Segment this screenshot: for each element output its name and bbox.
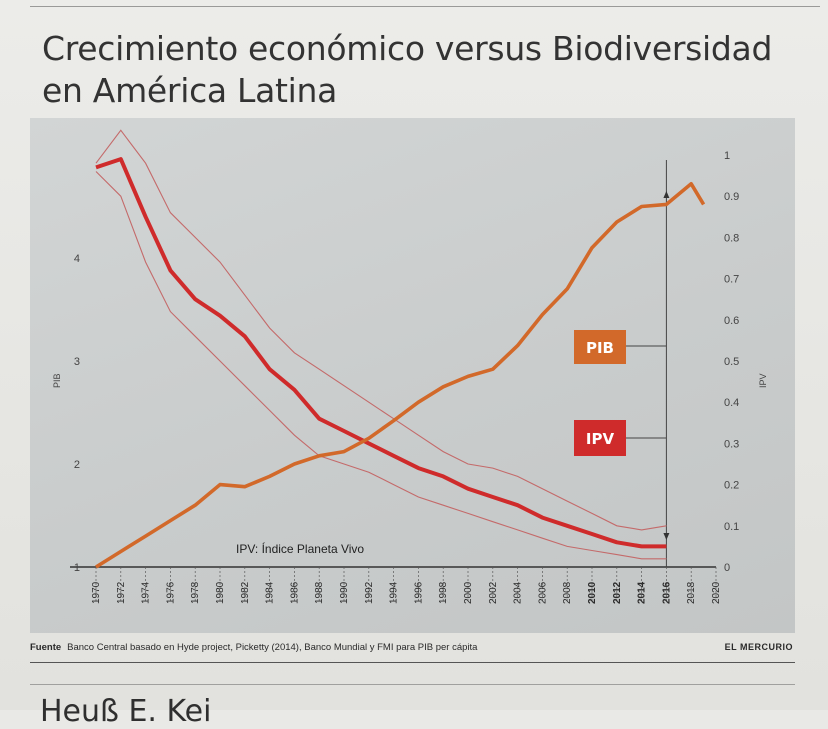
y-right-tick-label: 0.3 (724, 438, 739, 450)
footer-rule (30, 662, 795, 663)
x-tick-label: 2000 (463, 581, 474, 604)
x-tick-label: 2014 (637, 581, 648, 604)
y-left-tick-label: 2 (74, 459, 80, 471)
x-tick-label: 1980 (215, 581, 226, 604)
x-tick-label: 2002 (488, 581, 499, 604)
x-tick-label: 2018 (686, 581, 697, 604)
x-tick-label: 1984 (265, 581, 276, 604)
marker-arrow-top (663, 191, 670, 198)
source-text: Banco Central basado en Hyde project, Pi… (67, 642, 478, 653)
next-article-heading: Heuß E. Kei (40, 694, 212, 729)
title-line-2: en América Latina (42, 71, 338, 110)
x-tick-label: 1974 (141, 581, 152, 604)
y-left-axis-label: PIB (52, 373, 62, 388)
x-tick-label: 1986 (289, 581, 300, 604)
x-tick-label: 2004 (513, 581, 524, 604)
ipv-callout-box (574, 420, 626, 456)
x-tick-label: 2008 (562, 581, 573, 604)
x-tick-label: 1976 (165, 581, 176, 604)
bottom-rule (30, 684, 795, 685)
y-right-tick-label: 1 (724, 150, 730, 162)
x-tick-label: 2020 (711, 581, 722, 604)
x-tick-label: 1988 (314, 581, 325, 604)
chart-footer: Fuente Banco Central basado en Hyde proje… (30, 642, 795, 662)
y-right-tick-label: 0 (724, 562, 730, 574)
pib-series-line (95, 182, 706, 569)
x-tick-label: 1990 (339, 581, 350, 604)
marker-arrow-bottom (663, 533, 670, 540)
pib-callout-box (574, 330, 626, 364)
y-right-tick-label: 0.6 (724, 315, 739, 327)
y-left-tick-label: 1 (74, 562, 80, 574)
x-tick-label: 1994 (389, 581, 400, 604)
x-tick-label: 2012 (612, 581, 623, 604)
source-label: Fuente (30, 642, 62, 653)
x-tick-label: 1996 (413, 581, 424, 604)
ipv-definition-note: IPV: Índice Planeta Vivo (236, 541, 364, 556)
ipv-lower-bound-line (95, 171, 667, 560)
y-right-tick-label: 0.1 (724, 521, 739, 533)
x-tick-label: 2016 (661, 581, 672, 604)
pib-callout-label: PIB (586, 339, 614, 357)
y-right-tick-label: 0.5 (724, 356, 739, 368)
x-tick-label: 1978 (190, 581, 201, 604)
chart-svg: 1970 1972 1974 1976 1978 1980 1982 1984 1986 1988… (52, 129, 768, 604)
chart-title: Crecimiento económico versus Biodiversid… (42, 28, 802, 112)
x-tick-label: 1992 (364, 581, 375, 604)
x-tick-label: 2010 (587, 581, 598, 604)
ipv-series-line (95, 157, 667, 549)
y-right-tick-label: 0.9 (724, 191, 739, 203)
y-right-tick-label: 0.7 (724, 274, 739, 286)
y-right-tick-label: 0.8 (724, 232, 739, 244)
ipv-upper-bound-line (95, 129, 667, 531)
x-tick-label: 1970 (91, 581, 102, 604)
publisher-brand: EL MERCURIO (724, 642, 793, 652)
y-left-tick-label: 3 (74, 356, 80, 368)
y-left-tick-label: 4 (74, 253, 80, 265)
ipv-callout-label: IPV (586, 430, 615, 448)
x-tick-label: 2006 (537, 581, 548, 604)
x-tick-label: 1998 (438, 581, 449, 604)
top-rule (30, 6, 820, 7)
y-right-tick-label: 0.2 (724, 480, 739, 492)
y-right-axis-label: IPV (758, 373, 768, 388)
x-tick-label: 1972 (116, 581, 127, 604)
title-line-1: Crecimiento económico versus Biodiversid… (42, 29, 773, 68)
y-right-tick-label: 0.4 (724, 397, 739, 409)
x-tick-label: 1982 (240, 581, 251, 604)
